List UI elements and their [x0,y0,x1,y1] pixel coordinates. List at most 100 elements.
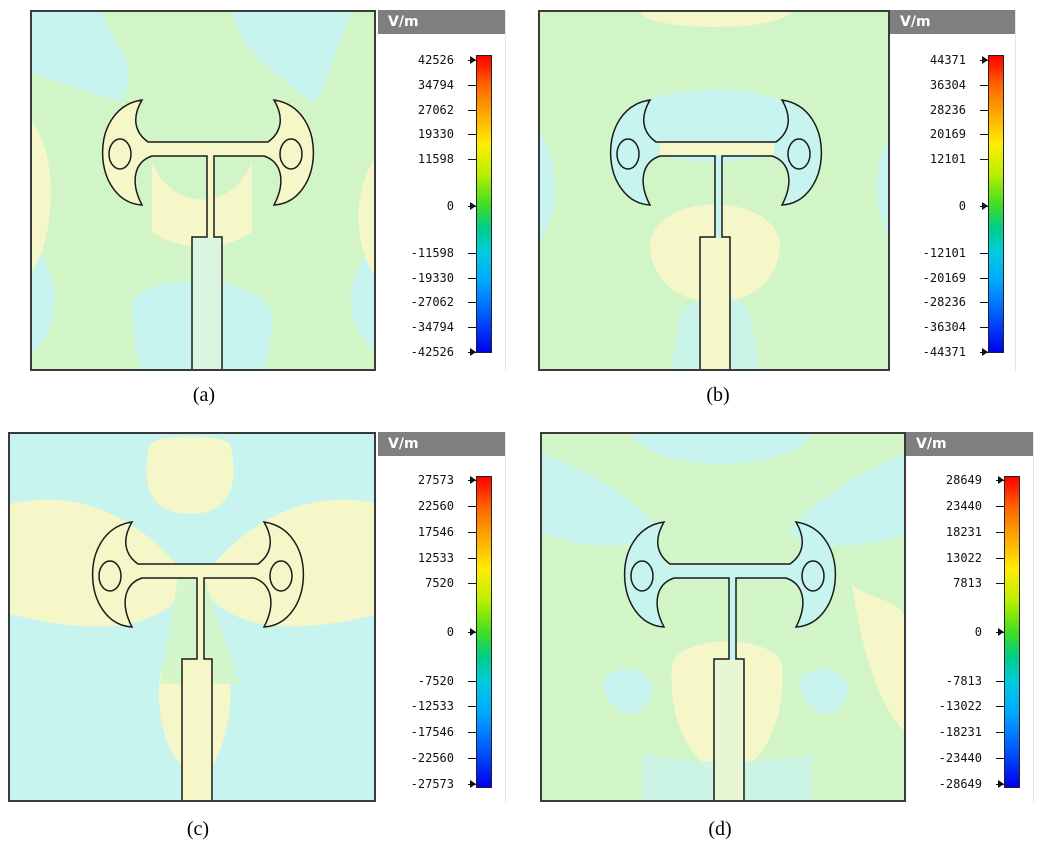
colorbar-tick-mark [468,557,476,559]
colorbar-tick-label: -27573 [410,777,454,791]
colorbar-arrow-marker [998,780,1004,788]
colorbar-tick-label: 34794 [417,77,454,92]
colorbar-tick-mark [980,277,988,279]
colorbar-arrow-marker [470,780,476,788]
colorbar-arrow-marker [470,628,476,636]
caption-b: (b) [706,384,730,406]
colorbar-tick-label: -22560 [410,751,454,766]
colorbar-tick-label: 20169 [929,127,966,142]
unit-header-c: V/m [378,432,505,456]
colorbar-arrow-marker [982,56,988,64]
colorbar-tick-mark [980,327,988,329]
colorbar-d [1004,476,1020,788]
colorbar-tick-label: 11598 [417,152,454,167]
colorbar-tick-label: 12101 [929,152,966,167]
colorbar-tick-mark [980,302,988,304]
antenna-outline-a [101,99,315,369]
colorbar-tick-mark [996,706,1004,708]
colorbar-tick-label: -7813 [945,673,982,688]
colorbar-c [476,476,492,788]
colorbar-tick-mark [996,758,1004,760]
colorbar-tick-label: 13022 [945,550,982,565]
field-plot-a [30,10,376,371]
colorbar-tick-mark [468,583,476,585]
colorbar-tick-label: 7813 [953,576,982,591]
colorbar-tick-label: 7520 [425,576,454,591]
colorbar-tick-label: 27573 [417,473,454,487]
unit-header-d: V/m [906,432,1033,456]
colorbar-tick-label: -18231 [938,725,982,740]
colorbar-tick-mark [468,302,476,304]
colorbar-arrow-marker [998,628,1004,636]
caption-c: (c) [186,818,210,840]
colorbar-tick-mark [996,557,1004,559]
colorbar-arrow-marker [470,476,476,484]
colorbar-tick-label: 0 [446,199,454,213]
colorbar-tick-label: 36304 [929,77,966,92]
antenna-outline-b [609,99,823,369]
colorbar-tick-label: -27062 [410,295,454,310]
colorbar-tick-mark [468,159,476,161]
colorbar-tick-mark [468,327,476,329]
field-map-b [540,12,888,369]
unit-header-b: V/m [890,10,1015,34]
colorbar-tick-label: 28649 [945,473,982,487]
legend-d: V/m 28649 23440 18231 13022 7813 0 -7813 -13022… [906,432,1034,802]
colorbar-tick-label: -17546 [410,725,454,740]
colorbar-tick-mark [468,680,476,682]
colorbar-arrow-marker [470,202,476,210]
colorbar-tick-label: 17546 [417,524,454,539]
colorbar-tick-label: -34794 [410,320,454,335]
colorbar-tick-label: -12533 [410,699,454,714]
colorbar-tick-label: 42526 [417,53,454,67]
unit-header-a: V/m [378,10,505,34]
colorbar-tick-mark [468,84,476,86]
colorbar-b [988,55,1004,353]
colorbar-tick-label: -44371 [922,345,966,359]
colorbar-tick-label: -19330 [410,270,454,285]
colorbar-tick-label: 0 [446,625,454,639]
colorbar-tick-mark [996,583,1004,585]
colorbar-tick-label: 22560 [417,498,454,513]
colorbar-tick-mark [468,134,476,136]
colorbar-tick-label: -13022 [938,699,982,714]
legend-b: V/m 44371 36304 28236 20169 12101 0 -12101 -201… [890,10,1016,371]
colorbar-a [476,55,492,353]
colorbar-tick-label: -23440 [938,751,982,766]
colorbar-tick-label: 23440 [945,498,982,513]
colorbar-tick-mark [996,531,1004,533]
colorbar-tick-mark [980,134,988,136]
colorbar-tick-label: -36304 [922,320,966,335]
colorbar-tick-label: 12533 [417,550,454,565]
colorbar-tick-label: -11598 [410,245,454,260]
colorbar-tick-label: -12101 [922,245,966,260]
colorbar-tick-mark [468,732,476,734]
field-plot-c [8,432,376,802]
colorbar-tick-mark [468,277,476,279]
field-map-a [32,12,374,369]
colorbar-tick-label: -42526 [410,345,454,359]
colorbar-tick-mark [980,84,988,86]
colorbar-tick-mark [468,531,476,533]
caption-a: (a) [192,384,216,406]
colorbar-tick-mark [468,109,476,111]
colorbar-arrow-marker [998,476,1004,484]
field-plot-b [538,10,890,371]
colorbar-tick-label: 19330 [417,127,454,142]
field-map-c [10,434,374,800]
colorbar-arrow-marker [982,202,988,210]
colorbar-tick-mark [468,505,476,507]
colorbar-tick-label: -7520 [417,673,454,688]
colorbar-tick-mark [468,252,476,254]
antenna-outline-c [91,521,305,800]
colorbar-tick-mark [980,159,988,161]
colorbar-tick-mark [980,109,988,111]
colorbar-tick-mark [996,680,1004,682]
colorbar-tick-mark [996,505,1004,507]
legend-c: V/m 27573 22560 17546 12533 7520 0 -7520 -12533… [378,432,506,802]
colorbar-tick-label: 0 [958,199,966,213]
colorbar-arrow-marker [470,348,476,356]
colorbar-tick-label: 18231 [945,524,982,539]
colorbar-tick-mark [980,252,988,254]
colorbar-tick-label: 28236 [929,102,966,117]
